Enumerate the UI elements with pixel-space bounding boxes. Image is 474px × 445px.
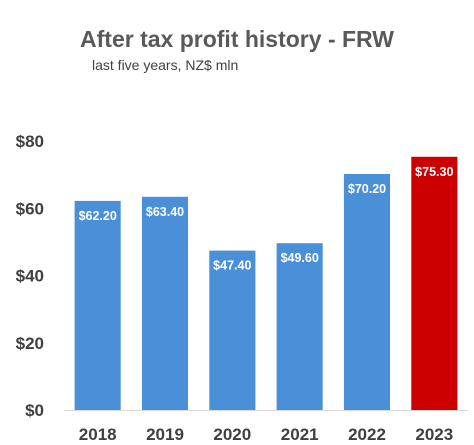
- data-label-2019: $63.40: [146, 205, 184, 219]
- data-label-2020: $47.40: [213, 259, 251, 273]
- y-tick-label: $60: [16, 199, 44, 218]
- chart-subtitle: last five years, NZ$ mln: [92, 57, 239, 73]
- x-tick-label: 2023: [415, 425, 453, 444]
- data-label-2023: $75.30: [415, 165, 453, 179]
- bar-2022: [343, 174, 390, 410]
- x-tick-label: 2019: [146, 425, 184, 444]
- bar-2021: [276, 243, 323, 410]
- bar-2023: [411, 156, 458, 410]
- bar-2020: [209, 250, 256, 410]
- data-label-2018: $62.20: [79, 209, 117, 223]
- y-axis-labels: $0 $20 $40 $60 $80: [16, 132, 44, 420]
- y-tick-label: $40: [16, 267, 44, 286]
- bars: [74, 156, 458, 410]
- chart-title: After tax profit history - FRW: [80, 26, 394, 52]
- data-label-2021: $49.60: [281, 251, 319, 265]
- bar-2019: [141, 196, 188, 410]
- x-tick-label: 2021: [281, 425, 319, 444]
- x-axis-labels: 2018 2019 2020 2021 2022 2023: [79, 425, 453, 444]
- x-tick-label: 2018: [79, 425, 117, 444]
- bar-labels: $62.20 $63.40 $47.40 $49.60 $70.20 $75.30: [79, 165, 454, 273]
- data-label-2022: $70.20: [348, 182, 386, 196]
- bar-2018: [74, 200, 121, 410]
- y-tick-label: $20: [16, 334, 44, 353]
- x-tick-label: 2020: [213, 425, 251, 444]
- y-tick-label: $0: [25, 401, 44, 420]
- x-tick-label: 2022: [348, 425, 386, 444]
- y-tick-label: $80: [16, 132, 44, 151]
